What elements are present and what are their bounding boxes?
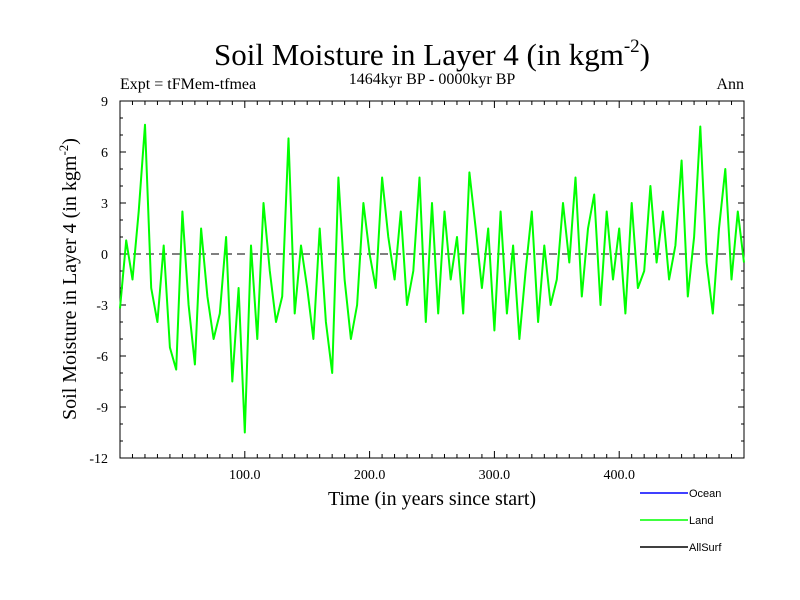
chart-subtitle: 1464kyr BP - 0000kyr BP — [349, 71, 516, 88]
plot-frame — [119, 100, 745, 459]
y-axis-label: Soil Moisture in Layer 4 (in kgm-2) — [56, 138, 81, 420]
x-tick-label: 200.0 — [354, 468, 386, 483]
x-tick-label: 400.0 — [603, 468, 635, 483]
series-line-land — [119, 123, 745, 434]
y-tick-label: 9 — [101, 95, 108, 110]
x-tick-label: 100.0 — [229, 468, 261, 483]
chart-title: Soil Moisture in Layer 4 (in kgm-2) — [214, 36, 650, 72]
y-tick-label: -12 — [89, 452, 108, 467]
legend: Ocean Land AllSurf — [640, 488, 722, 554]
y-tick-label: 6 — [101, 146, 108, 161]
legend-label-ocean: Ocean — [689, 488, 721, 500]
expt-label: Expt = tFMem-tfmea — [120, 76, 256, 93]
y-tick-label: 3 — [101, 197, 108, 212]
y-tick-label: -3 — [96, 299, 108, 314]
x-axis-label: Time (in years since start) — [328, 488, 536, 510]
y-tick-label: 0 — [101, 248, 108, 263]
x-tick-label: 300.0 — [479, 468, 511, 483]
legend-label-allsurf: AllSurf — [689, 542, 722, 554]
season-label: Ann — [716, 76, 744, 93]
legend-label-land: Land — [689, 515, 713, 527]
y-tick-label: -6 — [96, 350, 108, 365]
y-tick-label: -9 — [96, 401, 108, 416]
